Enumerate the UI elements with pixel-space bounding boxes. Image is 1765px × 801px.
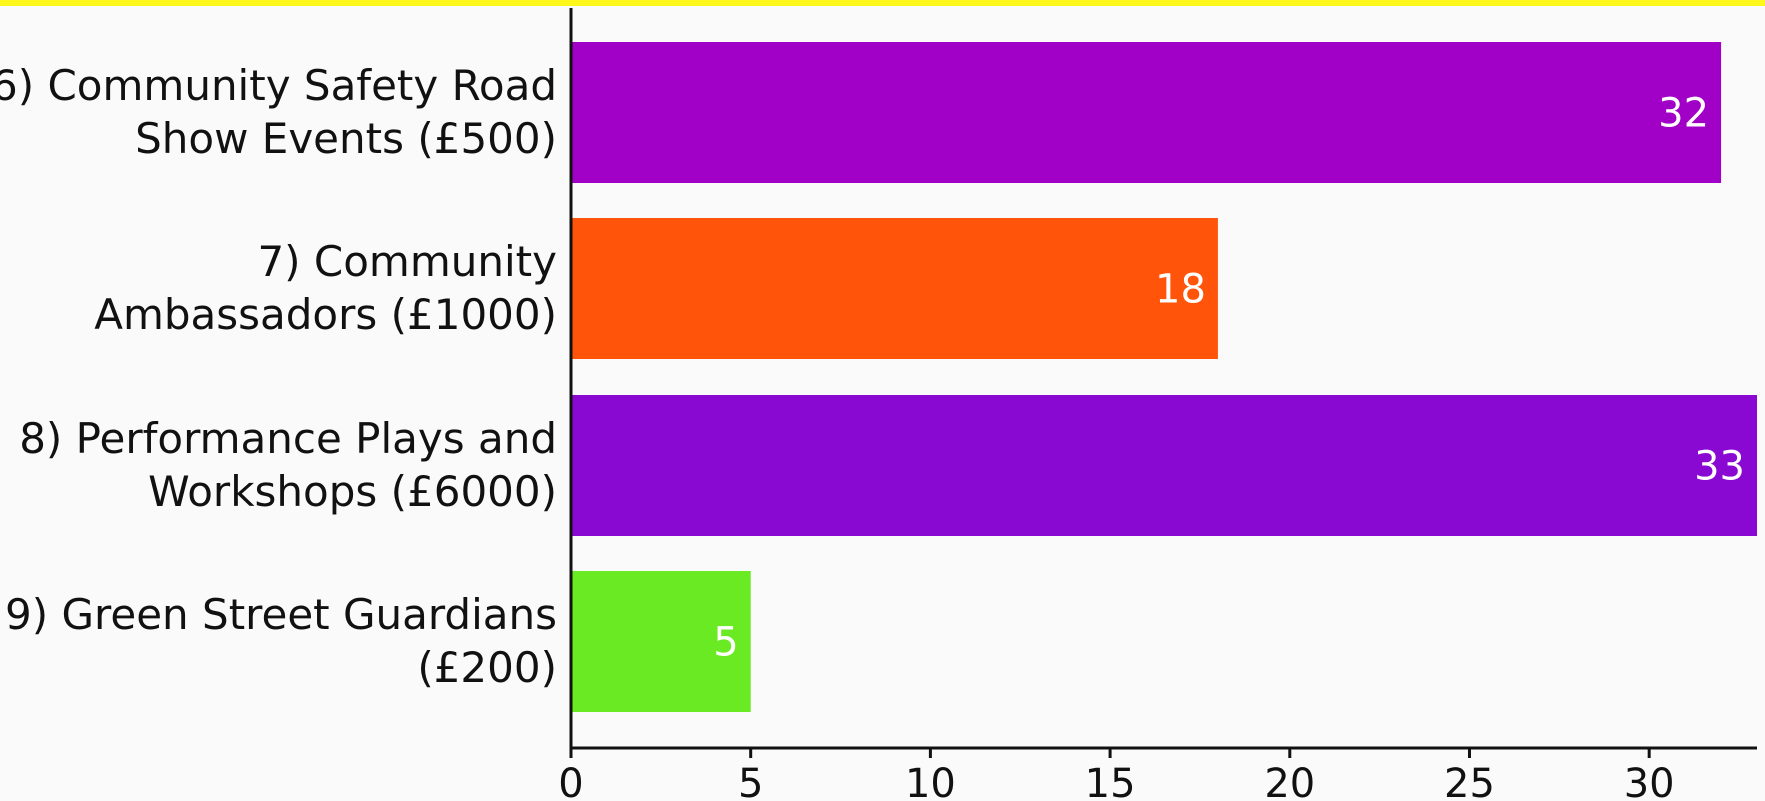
value-label-3: 33 — [1694, 444, 1745, 490]
bar-1 — [571, 42, 1722, 183]
x-tick-label-5: 5 — [738, 761, 763, 801]
bar-3 — [571, 395, 1757, 536]
category-label-1-line-1: 6) Community Safety Road — [0, 61, 557, 110]
category-label-3-line-2: Workshops (£6000) — [148, 467, 557, 516]
x-tick-label-10: 10 — [905, 761, 956, 801]
value-label-4: 5 — [713, 620, 738, 666]
category-label-4-line-2: (£200) — [417, 643, 557, 692]
x-tick-label-25: 25 — [1444, 761, 1495, 801]
value-label-1: 32 — [1658, 91, 1709, 137]
category-label-3-line-1: 8) Performance Plays and — [19, 414, 557, 463]
category-label-4-line-1: 9) Green Street Guardians — [5, 590, 557, 639]
x-tick-label-30: 30 — [1624, 761, 1675, 801]
category-label-2-line-2: Ambassadors (£1000) — [94, 290, 557, 339]
x-tick-label-20: 20 — [1264, 761, 1315, 801]
x-tick-label-15: 15 — [1085, 761, 1136, 801]
bar-2 — [571, 218, 1218, 359]
category-label-1-line-2: Show Events (£500) — [135, 114, 557, 163]
x-tick-label-0: 0 — [558, 761, 583, 801]
value-label-2: 18 — [1155, 267, 1206, 313]
top-accent-strip — [0, 0, 1765, 6]
category-label-2-line-1: 7) Community — [257, 237, 557, 286]
bar-4 — [571, 571, 751, 712]
